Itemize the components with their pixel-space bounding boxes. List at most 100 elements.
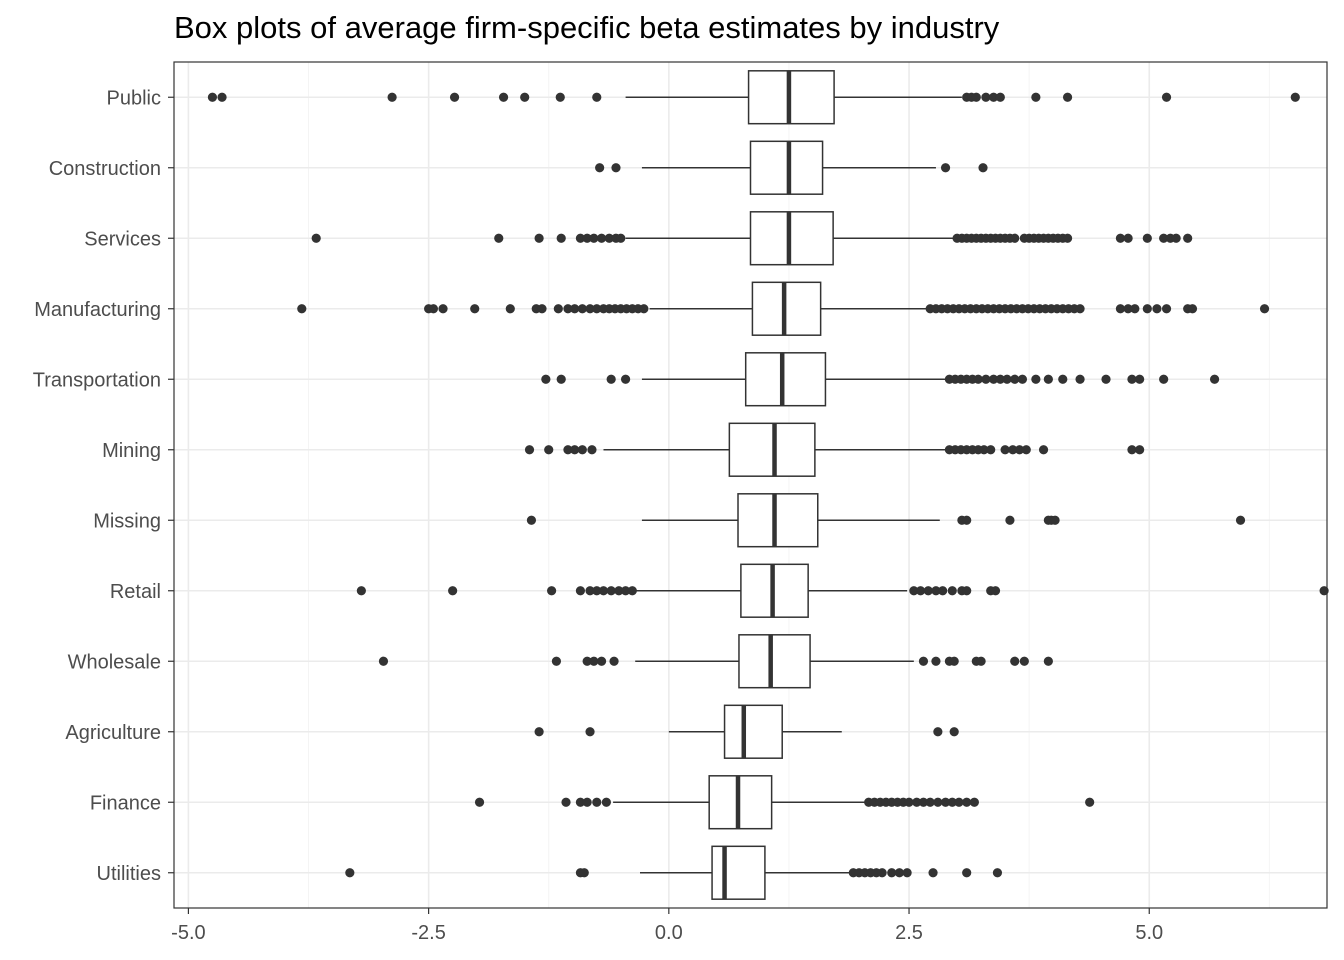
outlier-point — [904, 797, 914, 807]
outlier-point — [217, 92, 227, 102]
box-group-missing — [526, 493, 1246, 548]
x-tick-label: 2.5 — [895, 922, 923, 944]
y-tick-label: Wholesale — [68, 651, 161, 673]
outlier-point — [902, 868, 912, 878]
x-tick-label: -2.5 — [411, 922, 445, 944]
outlier-point — [1050, 515, 1060, 525]
outlier-point — [553, 304, 563, 314]
outlier-point — [978, 163, 988, 173]
outlier-point — [596, 656, 607, 666]
box-iqr — [749, 211, 834, 266]
outlier-point — [582, 233, 592, 243]
box-iqr — [723, 704, 783, 759]
outlier-point — [1000, 445, 1010, 455]
outlier-point — [582, 656, 592, 666]
box-iqr — [711, 845, 766, 900]
outlier-point — [1123, 304, 1133, 314]
x-tick-label: -5.0 — [171, 922, 205, 944]
outlier-point — [1161, 92, 1172, 102]
outlier-point — [570, 304, 580, 314]
outlier-point — [1062, 233, 1073, 243]
outlier-point — [582, 797, 592, 807]
outlier-point — [1127, 374, 1137, 384]
y-tick-label: Services — [84, 228, 161, 250]
panel-background — [174, 62, 1327, 908]
outlier-point — [1115, 304, 1126, 314]
outlier-point — [986, 445, 996, 455]
outlier-point — [923, 586, 933, 596]
box-group-mining — [524, 422, 1145, 477]
outlier-point — [954, 797, 964, 807]
outlier-point — [1209, 374, 1220, 384]
outlier-point — [207, 92, 218, 102]
outlier-point — [614, 586, 624, 596]
box-iqr — [747, 70, 835, 125]
outlier-point — [524, 445, 535, 455]
outlier-point — [949, 727, 959, 737]
outlier-point — [976, 656, 986, 666]
box-group-construction — [595, 140, 988, 195]
panel-border — [173, 61, 1328, 909]
outlier-point — [585, 304, 595, 314]
outlier-point — [609, 656, 619, 666]
outlier-point — [378, 656, 389, 666]
outlier-point — [498, 92, 509, 102]
outlier-point — [311, 233, 321, 243]
outlier-point — [947, 586, 957, 596]
outlier-point — [1017, 374, 1028, 384]
outlier-point — [563, 304, 573, 314]
outlier-point — [962, 586, 972, 596]
outlier-point — [541, 374, 551, 384]
outlier-point — [526, 515, 537, 525]
box-iqr — [737, 493, 819, 548]
outlier-point — [356, 586, 366, 596]
outlier-point — [1002, 374, 1012, 384]
outlier-point — [877, 868, 887, 878]
outlier-point — [520, 92, 530, 102]
outlier-point — [592, 92, 602, 102]
box-iqr — [749, 140, 824, 195]
outlier-point — [912, 797, 922, 807]
chart-title: Box plots of average firm-specific beta … — [174, 10, 1000, 45]
outlier-point — [1058, 374, 1068, 384]
box-group-services — [311, 211, 1193, 266]
outlier-point — [470, 304, 480, 314]
box-series — [207, 70, 1329, 900]
y-tick-label: Retail — [110, 581, 161, 603]
outlier-point — [1127, 445, 1137, 455]
box-group-finance — [474, 775, 1095, 830]
outlier-point — [616, 233, 626, 243]
outlier-point — [1152, 304, 1162, 314]
y-tick-label: Mining — [102, 440, 161, 462]
outlier-point — [589, 656, 599, 666]
outlier-point — [992, 868, 1003, 878]
outlier-point — [915, 586, 926, 596]
outlier-point — [604, 233, 614, 243]
box-iqr — [751, 281, 822, 336]
outlier-point — [1135, 374, 1145, 384]
outlier-point — [474, 797, 485, 807]
outlier-point — [601, 797, 611, 807]
outlier-point — [988, 374, 999, 384]
outlier-point — [606, 586, 616, 596]
outlier-point — [918, 797, 929, 807]
outlier-point — [1161, 304, 1172, 314]
y-tick-label: Utilities — [97, 863, 161, 885]
outlier-point — [551, 656, 562, 666]
outlier-point — [894, 868, 905, 878]
outlier-point — [887, 868, 897, 878]
outlier-point — [1014, 445, 1025, 455]
outlier-point — [1043, 374, 1053, 384]
box-iqr — [708, 775, 773, 830]
outlier-point — [1031, 374, 1041, 384]
outlier-point — [555, 92, 565, 102]
outlier-point — [1010, 233, 1020, 243]
outlier-point — [592, 797, 602, 807]
outlier-point — [611, 163, 621, 173]
x-tick-label: 0.0 — [655, 922, 683, 944]
axes: Public Construction Services Manufacturing T… — [33, 87, 1163, 944]
outlier-point — [575, 233, 586, 243]
outlier-point — [1123, 233, 1133, 243]
outlier-point — [1075, 374, 1085, 384]
